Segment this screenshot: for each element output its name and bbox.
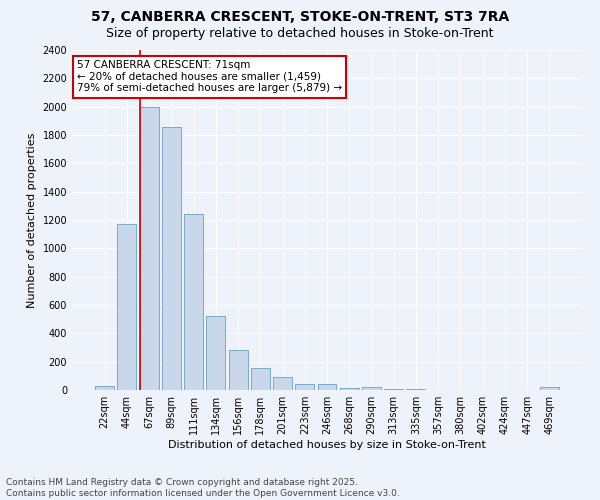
Bar [540, 388, 559, 390]
Bar [162, 126, 181, 390]
Bar [251, 368, 270, 390]
Text: 57, CANBERRA CRESCENT, STOKE-ON-TRENT, ST3 7RA: 57, CANBERRA CRESCENT, STOKE-ON-TRENT, S… [91, 10, 509, 24]
Bar [118, 224, 136, 390]
Y-axis label: Number of detached properties: Number of detached properties [27, 132, 37, 308]
Text: Size of property relative to detached houses in Stoke-on-Trent: Size of property relative to detached ho… [106, 28, 494, 40]
Text: Contains HM Land Registry data © Crown copyright and database right 2025.
Contai: Contains HM Land Registry data © Crown c… [6, 478, 400, 498]
Bar [273, 376, 292, 390]
Bar [317, 384, 337, 390]
Bar [340, 388, 359, 390]
Bar [295, 384, 314, 390]
Bar [95, 386, 114, 390]
Bar [362, 387, 381, 390]
Bar [184, 214, 203, 390]
Text: 57 CANBERRA CRESCENT: 71sqm
← 20% of detached houses are smaller (1,459)
79% of : 57 CANBERRA CRESCENT: 71sqm ← 20% of det… [77, 60, 342, 94]
Bar [140, 106, 158, 390]
Bar [229, 350, 248, 390]
Bar [206, 316, 225, 390]
X-axis label: Distribution of detached houses by size in Stoke-on-Trent: Distribution of detached houses by size … [168, 440, 486, 450]
